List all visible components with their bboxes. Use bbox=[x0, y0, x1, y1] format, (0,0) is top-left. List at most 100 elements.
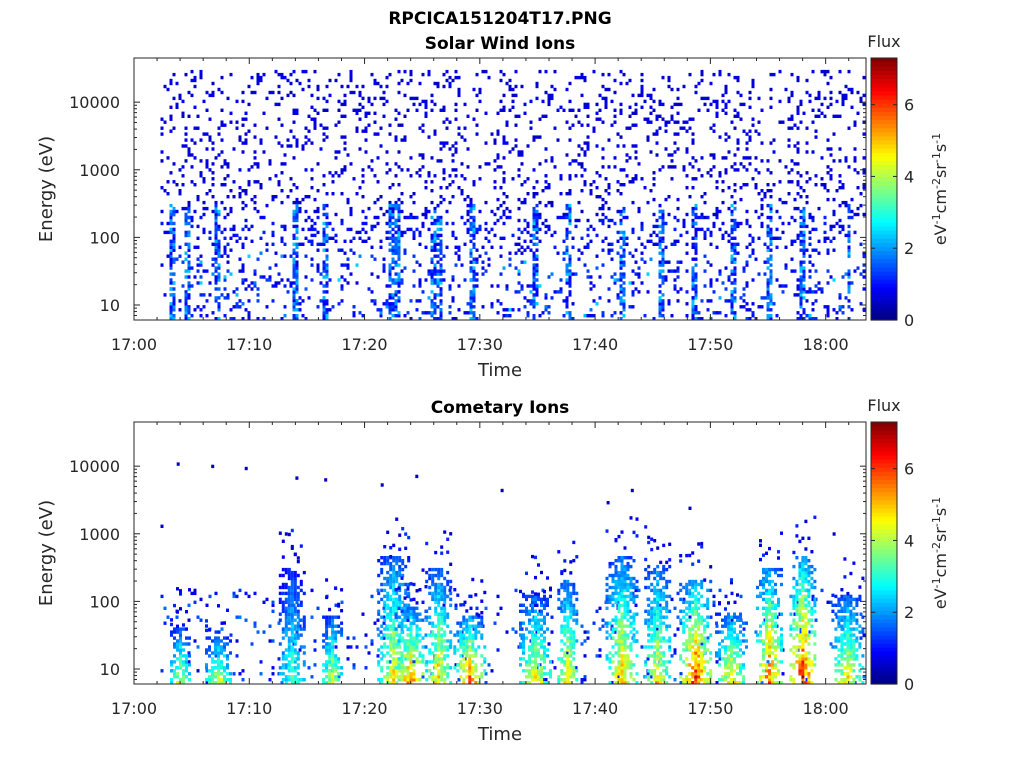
flux-cell bbox=[499, 69, 503, 74]
flux-cell bbox=[718, 227, 722, 232]
flux-cell bbox=[214, 236, 218, 240]
flux-cell bbox=[431, 576, 435, 581]
figure-filename: RPCICA151204T17.PNG bbox=[388, 9, 611, 29]
flux-cell bbox=[562, 239, 566, 243]
flux-cell bbox=[862, 102, 866, 107]
flux-cell bbox=[211, 147, 215, 151]
flux-cell bbox=[568, 218, 572, 223]
flux-cell bbox=[730, 245, 734, 249]
flux-cell bbox=[466, 195, 470, 199]
flux-cell bbox=[694, 230, 698, 235]
flux-cell bbox=[289, 177, 293, 181]
flux-cell bbox=[421, 212, 425, 217]
flux-cell bbox=[179, 657, 182, 661]
flux-cell bbox=[853, 230, 857, 235]
flux-cell bbox=[187, 90, 191, 95]
flux-cell bbox=[799, 284, 803, 288]
flux-cell bbox=[724, 314, 728, 318]
flux-cell bbox=[232, 224, 236, 229]
flux-cell bbox=[694, 275, 698, 279]
flux-cell bbox=[397, 206, 401, 211]
flux-cell bbox=[715, 180, 719, 184]
flux-cell bbox=[364, 633, 368, 637]
flux-cell bbox=[388, 275, 392, 279]
flux-cell bbox=[290, 630, 294, 634]
flux-cell bbox=[715, 624, 719, 628]
flux-cell bbox=[607, 165, 611, 169]
flux-cell bbox=[349, 162, 353, 166]
flux-cell bbox=[838, 224, 842, 229]
flux-cell bbox=[395, 669, 399, 673]
flux-cell bbox=[808, 317, 812, 321]
flux-cell bbox=[424, 633, 428, 637]
flux-cell bbox=[349, 227, 353, 232]
flux-cell bbox=[370, 594, 374, 599]
flux-cell bbox=[535, 248, 539, 252]
flux-cell bbox=[316, 96, 320, 101]
flux-cell bbox=[529, 99, 533, 104]
flux-cell bbox=[229, 120, 233, 124]
flux-cell bbox=[284, 621, 288, 625]
flux-cell bbox=[214, 209, 218, 214]
flux-cell bbox=[838, 114, 842, 118]
flux-cell bbox=[352, 108, 356, 112]
flux-cell bbox=[256, 78, 260, 83]
flux-cell bbox=[223, 206, 227, 211]
flux-cell bbox=[325, 221, 329, 226]
flux-cell bbox=[433, 245, 437, 249]
flux-cell bbox=[430, 311, 434, 315]
flux-cell bbox=[481, 305, 485, 309]
flux-cell bbox=[337, 120, 341, 124]
flux-cell bbox=[166, 230, 170, 235]
flux-cell bbox=[277, 180, 281, 184]
colorbar-segment bbox=[871, 176, 897, 182]
flux-cell bbox=[523, 102, 527, 107]
flux-cell bbox=[502, 177, 506, 181]
flux-cell bbox=[664, 245, 668, 249]
flux-cell bbox=[199, 69, 203, 74]
flux-cell bbox=[388, 224, 392, 229]
flux-cell bbox=[289, 281, 293, 285]
flux-cell bbox=[415, 606, 419, 610]
flux-cell bbox=[334, 78, 338, 83]
flux-cell bbox=[256, 287, 260, 291]
flux-cell bbox=[316, 248, 320, 252]
flux-cell bbox=[395, 600, 399, 604]
flux-cell bbox=[460, 174, 464, 178]
flux-cell bbox=[493, 168, 497, 172]
flux-cell bbox=[184, 206, 188, 211]
flux-cell bbox=[386, 556, 390, 560]
flux-cell bbox=[325, 669, 329, 673]
flux-cell bbox=[742, 299, 746, 303]
flux-cell bbox=[472, 293, 476, 297]
flux-cell bbox=[241, 678, 245, 682]
flux-cell bbox=[451, 230, 455, 235]
flux-cell bbox=[295, 138, 299, 142]
flux-cell bbox=[229, 209, 233, 214]
flux-cell bbox=[163, 84, 167, 89]
flux-cell bbox=[337, 604, 341, 608]
flux-cell bbox=[392, 672, 396, 676]
flux-cell bbox=[748, 138, 752, 142]
flux-cell bbox=[577, 257, 581, 261]
flux-cell bbox=[292, 281, 296, 285]
flux-cell bbox=[673, 239, 677, 243]
flux-cell bbox=[562, 215, 566, 220]
flux-cell bbox=[214, 248, 218, 252]
flux-cell bbox=[290, 576, 294, 581]
flux-cell bbox=[832, 236, 836, 240]
flux-cell bbox=[481, 245, 485, 249]
flux-cell bbox=[331, 681, 335, 685]
flux-cell bbox=[580, 681, 584, 685]
flux-cell bbox=[430, 275, 434, 279]
flux-cell bbox=[616, 180, 620, 184]
flux-cell bbox=[383, 559, 387, 563]
flux-cell bbox=[404, 532, 408, 536]
flux-cell bbox=[487, 75, 491, 80]
flux-cell bbox=[469, 224, 473, 229]
flux-cell bbox=[436, 293, 440, 297]
flux-cell bbox=[574, 174, 578, 178]
flux-cell bbox=[742, 287, 746, 291]
flux-cell bbox=[814, 299, 818, 303]
flux-cell bbox=[331, 648, 335, 652]
